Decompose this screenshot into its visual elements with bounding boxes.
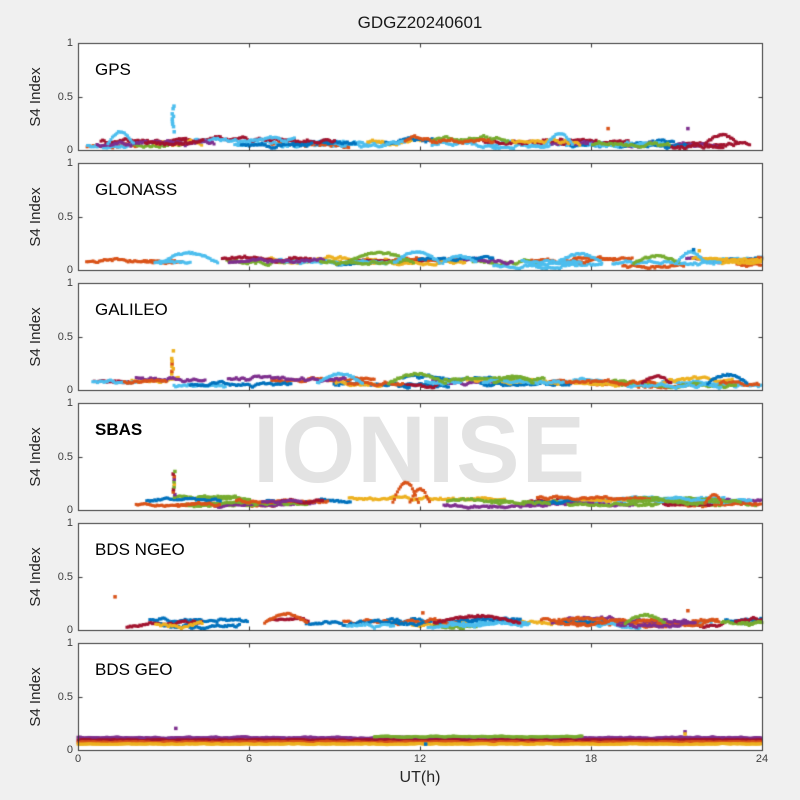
- x-axis-label: UT(h): [399, 769, 441, 786]
- chart-title: GDGZ20240601: [357, 13, 483, 32]
